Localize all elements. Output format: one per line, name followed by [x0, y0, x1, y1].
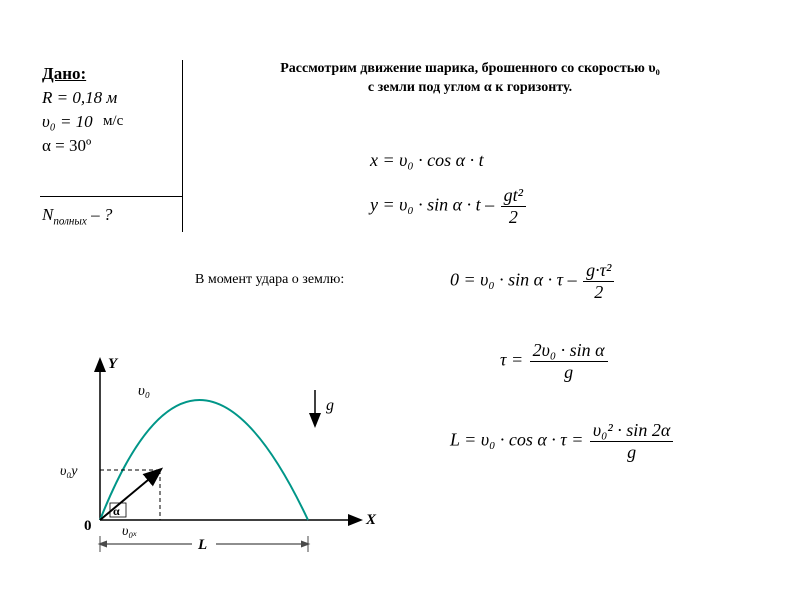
- eq-zero-lhs: 0 = υ₀ · sin α · τ –: [450, 270, 581, 290]
- label-v0: υ₀: [138, 383, 150, 399]
- eq-zero-den: 2: [583, 282, 614, 303]
- question-sub: полных: [53, 215, 86, 227]
- eq-zero-frac: g·τ²2: [583, 260, 614, 303]
- label-L: L: [197, 537, 207, 553]
- eq-tau-den: g: [530, 362, 608, 383]
- eq-zero-num: g·τ²: [583, 260, 614, 282]
- eq-L-num: υ₀² · sin 2α: [590, 420, 673, 442]
- question-tail: – ?: [87, 205, 113, 224]
- eq-y: y = υ₀ · sin α · t – gt²2: [370, 185, 528, 228]
- given-v0-unit: м/с: [103, 113, 123, 129]
- label-v0y: υ₀y: [60, 464, 78, 479]
- given-v0-val: υ₀ = 10: [42, 112, 93, 131]
- given-vrule: [182, 60, 183, 232]
- given-block: Дано: R = 0,18 м υ₀ = 10 м/с α = 30º: [42, 60, 182, 160]
- trajectory-svg: Y X 0 υ₀ υ₀y υ₀ₓ α g L: [40, 340, 380, 570]
- header-line1: Рассмотрим движение шарика, брошенного с…: [280, 61, 660, 76]
- v0-vector: [100, 470, 160, 520]
- given-question: Nполных – ?: [42, 205, 112, 227]
- trajectory-curve: [100, 400, 308, 520]
- given-title: Дано:: [42, 64, 182, 84]
- given-hrule: [40, 196, 182, 197]
- eq-L-den: g: [590, 442, 673, 463]
- impact-label: В момент удара о землю:: [195, 272, 344, 288]
- header-line2: с земли под углом α к горизонту.: [368, 80, 572, 95]
- eq-L: L = υ₀ · cos α · τ = υ₀² · sin 2αg: [450, 420, 675, 463]
- label-Y: Y: [108, 356, 119, 372]
- given-v0: υ₀ = 10 м/с: [42, 112, 182, 132]
- label-origin: 0: [84, 518, 92, 534]
- eq-y-lhs: y = υ₀ · sin α · t –: [370, 195, 499, 215]
- question-var: N: [42, 205, 53, 224]
- label-alpha: α: [113, 504, 120, 518]
- eq-x: x = υ₀ · cos α · t: [370, 150, 484, 171]
- given-alpha: α = 30º: [42, 136, 182, 156]
- problem-statement: Рассмотрим движение шарика, брошенного с…: [200, 60, 740, 98]
- eq-L-frac: υ₀² · sin 2αg: [590, 420, 673, 463]
- trajectory-diagram: Y X 0 υ₀ υ₀y υ₀ₓ α g L: [40, 340, 380, 570]
- eq-tau-frac: 2υ₀ · sin αg: [530, 340, 608, 383]
- label-v0x: υ₀ₓ: [122, 524, 137, 539]
- label-g: g: [326, 397, 334, 414]
- eq-tau: τ = 2υ₀ · sin αg: [500, 340, 610, 383]
- eq-tau-num: 2υ₀ · sin α: [530, 340, 608, 362]
- given-R: R = 0,18 м: [42, 88, 182, 108]
- eq-zero: 0 = υ₀ · sin α · τ – g·τ²2: [450, 260, 616, 303]
- eq-y-den: 2: [501, 207, 526, 228]
- eq-tau-lhs: τ =: [500, 350, 528, 370]
- eq-y-num: gt²: [501, 185, 526, 207]
- eq-y-frac: gt²2: [501, 185, 526, 228]
- label-X: X: [365, 512, 377, 528]
- eq-L-lhs: L = υ₀ · cos α · τ =: [450, 430, 588, 450]
